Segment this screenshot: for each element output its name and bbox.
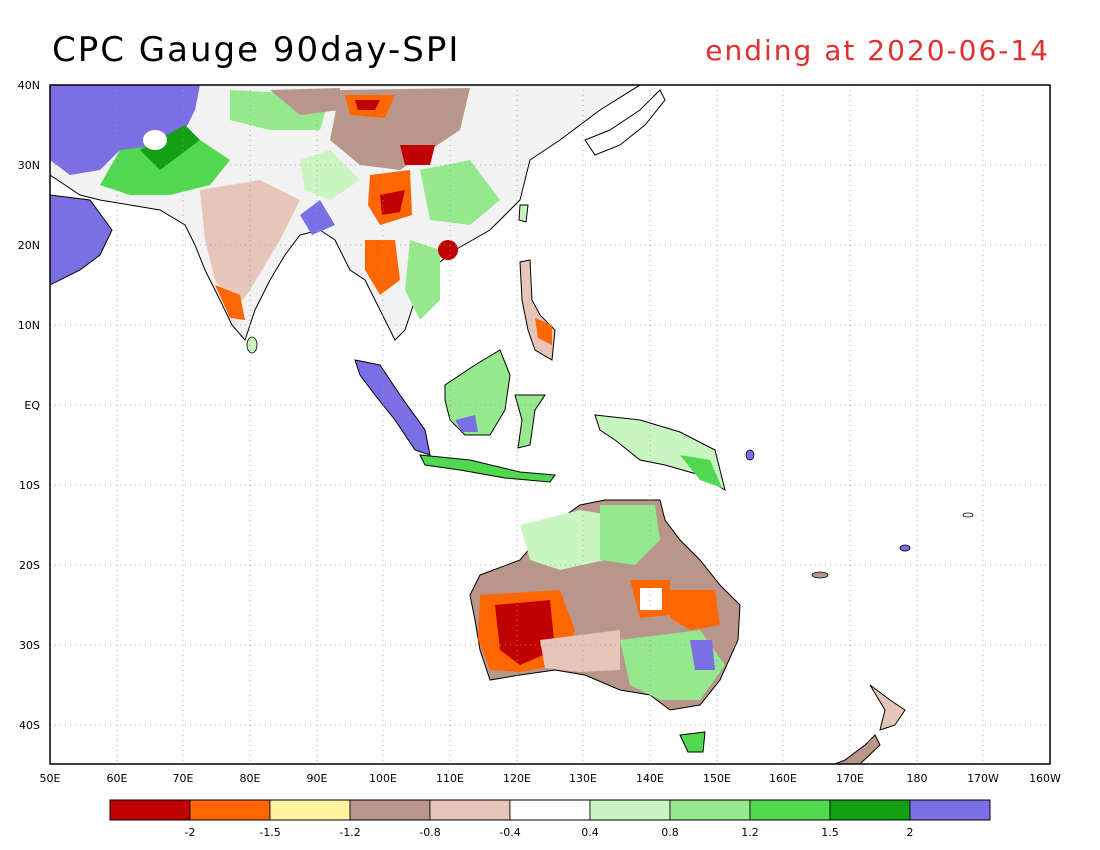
wet-patch bbox=[140, 125, 200, 170]
japan bbox=[584, 89, 666, 156]
legend-swatch bbox=[829, 799, 911, 821]
wet-patch bbox=[300, 150, 360, 200]
legend-swatch bbox=[749, 799, 831, 821]
dry-patch bbox=[365, 240, 400, 295]
lon-label: 60E bbox=[107, 772, 128, 785]
lat-label: 30N bbox=[18, 159, 40, 172]
wet-patch bbox=[143, 130, 167, 150]
sulawesi bbox=[514, 394, 546, 449]
dry-patch bbox=[495, 600, 555, 665]
lon-label: 170W bbox=[967, 772, 999, 785]
lon-label: 90E bbox=[307, 772, 328, 785]
lat-label: 10N bbox=[18, 319, 40, 332]
legend-swatch bbox=[509, 799, 591, 821]
lon-label: 110E bbox=[436, 772, 464, 785]
lat-label: 40N bbox=[18, 79, 40, 92]
lon-label: 160E bbox=[769, 772, 797, 785]
legend-swatch bbox=[669, 799, 751, 821]
legend-border bbox=[109, 799, 991, 821]
legend-swatch bbox=[269, 799, 351, 821]
arabia-landmass bbox=[50, 194, 113, 286]
dry-patch bbox=[400, 145, 435, 165]
new-zealand-south bbox=[834, 734, 881, 764]
lon-label: 180 bbox=[907, 772, 928, 785]
wet-patch bbox=[690, 640, 715, 670]
map-title: CPC Gauge 90day-SPI bbox=[52, 30, 461, 70]
lon-label: 150E bbox=[703, 772, 731, 785]
dry-patch bbox=[215, 285, 245, 320]
wet-patch bbox=[520, 510, 610, 570]
wet-patch bbox=[405, 240, 440, 320]
lat-label: 20S bbox=[19, 559, 40, 572]
legend-tick-label: 0.4 bbox=[581, 826, 599, 839]
island bbox=[745, 449, 755, 461]
legend-tick-label: 0.8 bbox=[661, 826, 679, 839]
dry-patch bbox=[640, 588, 662, 610]
legend-swatch bbox=[109, 799, 191, 821]
legend-tick-label: -0.8 bbox=[419, 826, 440, 839]
color-legend: -2 -1.5 -1.2 -0.8 -0.4 0.4 0.8 1.2 1.5 2 bbox=[109, 799, 991, 839]
lat-axis: 40N 30N 20N 10N EQ 10S 20S 30S 40S bbox=[18, 79, 41, 732]
java bbox=[419, 454, 556, 483]
dry-patch bbox=[355, 100, 380, 110]
legend-tick-label: 1.5 bbox=[821, 826, 839, 839]
hainan-dry bbox=[438, 240, 458, 260]
sumatra bbox=[354, 359, 431, 456]
lat-label: 30S bbox=[19, 639, 40, 652]
lon-label: 130E bbox=[569, 772, 597, 785]
lat-label: EQ bbox=[24, 399, 40, 412]
legend-tick-label: 1.2 bbox=[741, 826, 759, 839]
dry-patch bbox=[540, 630, 620, 672]
wet-patch bbox=[50, 85, 200, 175]
map-frame bbox=[49, 84, 1051, 765]
wet-patch bbox=[100, 140, 230, 195]
legend-tick-label: -1.2 bbox=[339, 826, 360, 839]
wet-patch bbox=[300, 200, 335, 235]
lon-label: 160W bbox=[1029, 772, 1061, 785]
wet-patch bbox=[600, 505, 660, 565]
lat-label: 20N bbox=[18, 239, 40, 252]
taiwan bbox=[518, 204, 529, 223]
legend-swatch bbox=[349, 799, 431, 821]
map-canvas bbox=[50, 85, 1050, 764]
sri-lanka bbox=[246, 336, 258, 354]
legend-swatch bbox=[589, 799, 671, 821]
lon-axis: 50E 60E 70E 80E 90E 100E 110E 120E 130E … bbox=[40, 772, 1062, 785]
borneo bbox=[444, 349, 511, 436]
lat-label: 40S bbox=[19, 719, 40, 732]
dry-patch bbox=[535, 318, 552, 345]
lon-label: 80E bbox=[240, 772, 261, 785]
legend-swatch bbox=[189, 799, 271, 821]
dry-patch bbox=[380, 190, 405, 215]
lon-label: 140E bbox=[636, 772, 664, 785]
wet-patch bbox=[680, 455, 722, 488]
date-subtitle: ending at 2020-06-14 bbox=[705, 34, 1050, 67]
dry-patch bbox=[670, 590, 720, 630]
legend-tick-label: 2 bbox=[907, 826, 914, 839]
legend-tick-label: -1.5 bbox=[259, 826, 280, 839]
legend-tick-label: -2 bbox=[185, 826, 196, 839]
lon-label: 170E bbox=[836, 772, 864, 785]
island bbox=[962, 512, 974, 518]
tasmania bbox=[679, 731, 706, 753]
lon-label: 50E bbox=[40, 772, 61, 785]
legend-swatch bbox=[909, 799, 991, 821]
wet-patch bbox=[420, 160, 500, 225]
island bbox=[899, 544, 911, 552]
legend-swatch bbox=[429, 799, 511, 821]
dry-patch bbox=[270, 88, 340, 115]
graticule bbox=[50, 85, 1050, 764]
lon-label: 120E bbox=[503, 772, 531, 785]
fiji bbox=[811, 571, 829, 579]
legend-tick-label: -0.4 bbox=[499, 826, 520, 839]
lon-label: 70E bbox=[173, 772, 194, 785]
wet-patch bbox=[455, 415, 478, 432]
lon-label: 100E bbox=[369, 772, 397, 785]
lat-label: 10S bbox=[19, 479, 40, 492]
